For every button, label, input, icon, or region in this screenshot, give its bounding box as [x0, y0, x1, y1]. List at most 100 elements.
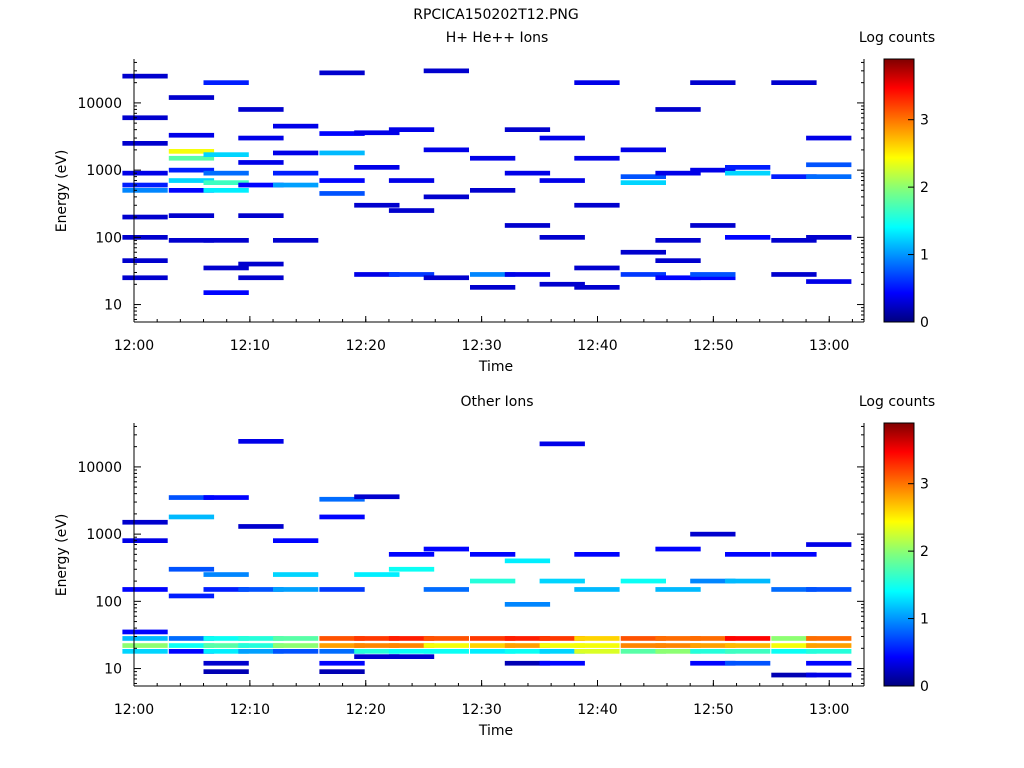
heatmap-cell — [273, 182, 319, 188]
heatmap-cell — [319, 70, 365, 76]
heatmap-cell — [725, 235, 771, 240]
x-tick-label: 12:40 — [577, 338, 617, 354]
heatmap-cell — [539, 636, 585, 641]
heatmap-cell — [771, 174, 817, 179]
heatmap-cell — [354, 649, 400, 654]
heatmap-cell — [806, 279, 852, 284]
y-tick-label: 10000 — [77, 460, 122, 476]
panel-other-ions: Other Ions 12:00 12:10 12:20 12:30 12:40 12:5… — [54, 394, 935, 739]
y-tick-label: 10000 — [77, 96, 122, 112]
heatmap-cell — [655, 643, 701, 648]
heatmap-cell — [806, 660, 852, 666]
heatmap-cell — [388, 636, 435, 641]
heatmap-cell — [273, 572, 319, 577]
heatmap-cell — [388, 208, 435, 213]
heatmap-cell — [122, 643, 168, 648]
heatmap-cell — [238, 636, 284, 641]
heatmap-cell — [238, 275, 284, 281]
heatmap-cell — [504, 636, 551, 641]
heatmap-cell — [690, 531, 736, 537]
heatmap-cell — [122, 275, 168, 281]
heatmap-cell — [771, 552, 817, 557]
heatmap-cell — [354, 636, 400, 641]
heatmap-cell — [273, 587, 319, 592]
y-axis-label: Energy (eV) — [54, 150, 70, 233]
heatmap-cell — [238, 107, 284, 112]
y-tick-label: 10 — [104, 298, 122, 314]
heatmap-cell — [273, 643, 319, 648]
heatmap-cell — [122, 538, 168, 543]
figure-title: RPCICA150202T12.PNG — [413, 7, 578, 23]
heatmap-cell — [388, 566, 435, 572]
y-tick-label: 100 — [95, 230, 122, 246]
heatmap-cell — [690, 275, 736, 281]
heatmap-cell — [319, 178, 365, 183]
x-axis-label: Time — [478, 723, 513, 739]
heatmap-cell — [806, 649, 852, 654]
colorbar-tick-label: 2 — [920, 544, 929, 560]
x-tick-label: 12:00 — [114, 702, 154, 718]
heatmap-cell — [354, 202, 400, 208]
heatmap-cell — [504, 643, 551, 648]
colorbar-label: Log counts — [859, 394, 935, 410]
heatmap-cell — [690, 167, 736, 173]
heatmap-cell — [354, 643, 400, 648]
heatmap-cell — [574, 202, 620, 208]
axes: 12:00 12:10 12:20 12:30 12:40 12:50 13:00 10 100… — [77, 423, 865, 718]
heatmap-cell — [388, 178, 435, 183]
heatmap-cell — [122, 141, 168, 146]
heatmap-cell — [388, 649, 435, 654]
heatmap-cell — [806, 587, 852, 592]
heatmap-cell — [423, 147, 469, 153]
heatmap-cell — [574, 265, 620, 271]
y-axis-label: Energy (eV) — [54, 514, 70, 597]
heatmap-cell — [122, 519, 168, 525]
colorbar-tick-label: 3 — [920, 477, 929, 493]
heatmap-cell — [122, 214, 168, 220]
heatmap-cell — [319, 636, 365, 641]
heatmap-cell — [806, 672, 852, 678]
heatmap-cell — [620, 272, 666, 277]
x-tick-label: 12:00 — [114, 338, 154, 354]
heatmap-cell — [504, 602, 551, 607]
heatmap-cell — [655, 258, 701, 263]
heatmap-cell — [203, 188, 249, 193]
heatmap-cell — [273, 123, 319, 129]
heatmap-cell — [122, 115, 168, 121]
colorbar-tick-label: 2 — [920, 180, 929, 196]
heatmap-cell — [203, 636, 249, 641]
heatmap-cell — [470, 552, 516, 557]
heatmap-cell — [423, 587, 469, 592]
heatmap-cell — [354, 165, 400, 170]
heatmap-cell — [388, 654, 435, 659]
heatmap-cell — [168, 514, 215, 520]
colorbar-tick-label: 3 — [920, 113, 929, 129]
y-tick-label: 1000 — [86, 527, 122, 543]
heatmap-cell — [319, 587, 365, 592]
heatmap-cell — [203, 660, 249, 666]
heatmap-cell — [725, 660, 771, 666]
heatmap-cell — [238, 649, 284, 654]
heatmap-cell — [470, 285, 516, 290]
heatmap-cell — [273, 538, 319, 543]
heatmap-cell — [122, 170, 168, 176]
heatmap-cell — [168, 213, 215, 218]
heatmap-cell — [470, 649, 516, 654]
heatmap-cell — [319, 669, 365, 674]
heatmap-cell — [273, 649, 319, 654]
heatmap-cell — [203, 495, 249, 500]
heatmap-cell — [504, 660, 551, 666]
y-tick-label: 1000 — [86, 163, 122, 179]
y-tick-label: 10 — [104, 662, 122, 678]
colorbar-label: Log counts — [859, 30, 935, 46]
heatmap-cells — [122, 439, 852, 678]
heatmap-cell — [168, 188, 215, 193]
heatmap-cell — [319, 191, 365, 196]
heatmap-cell — [620, 147, 666, 153]
heatmap-cell — [238, 587, 284, 592]
heatmap-cell — [168, 149, 215, 154]
heatmap-cell — [168, 178, 215, 183]
heatmap-cell — [203, 290, 249, 295]
heatmap-cell — [470, 578, 516, 584]
heatmap-cell — [806, 162, 852, 168]
